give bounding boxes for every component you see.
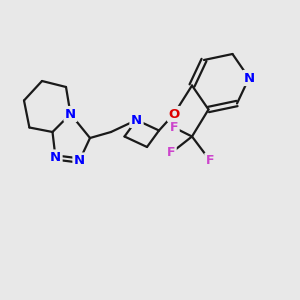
Text: N: N bbox=[131, 113, 142, 127]
Text: F: F bbox=[167, 146, 175, 160]
Text: N: N bbox=[50, 151, 61, 164]
Text: F: F bbox=[170, 121, 178, 134]
Text: O: O bbox=[168, 107, 180, 121]
Text: N: N bbox=[65, 107, 76, 121]
Text: F: F bbox=[206, 154, 214, 167]
Text: N: N bbox=[243, 71, 255, 85]
Text: N: N bbox=[74, 154, 85, 167]
